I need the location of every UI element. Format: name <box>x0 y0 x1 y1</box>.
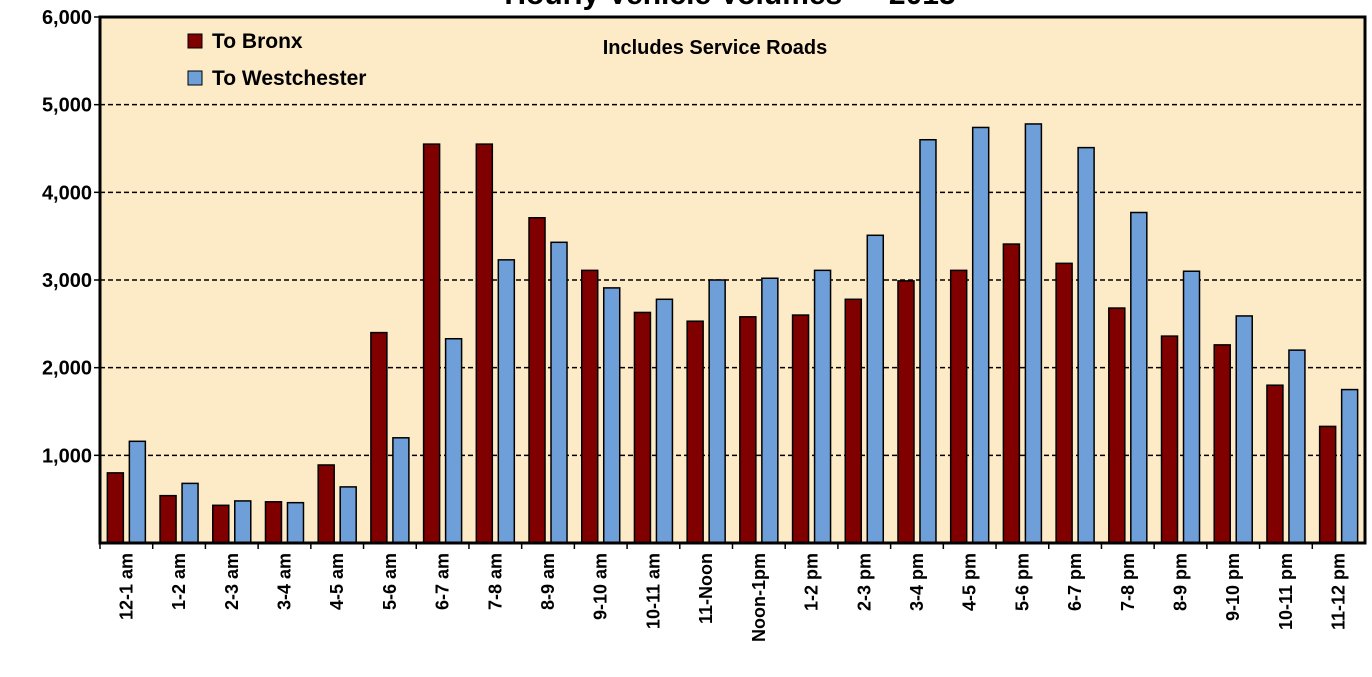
x-tick-label: Noon-1pm <box>749 553 769 642</box>
bar <box>708 279 726 544</box>
y-tick-label: 1,000 <box>42 445 92 467</box>
bar <box>422 143 441 544</box>
bar <box>1340 388 1359 544</box>
bar <box>128 440 147 544</box>
bar <box>497 259 516 544</box>
bar <box>1108 307 1126 544</box>
legend-label: To Bronx <box>212 30 303 53</box>
x-tick-label: 3-4 pm <box>907 553 927 611</box>
legend-label: To Westchester <box>212 67 366 90</box>
y-tick-label: 5,000 <box>42 95 92 117</box>
bar <box>761 277 779 544</box>
chart-title: Hourly Vehicle Volumes — 2015 <box>504 0 955 11</box>
bar <box>1130 211 1148 544</box>
bar <box>897 280 915 544</box>
x-tick-label: 1-2 am <box>169 553 189 610</box>
x-tick-label: 4-5 am <box>327 553 347 610</box>
bar <box>212 504 230 544</box>
y-tick-label: 6,000 <box>42 7 92 29</box>
bar <box>1160 335 1179 544</box>
bar <box>1266 384 1284 544</box>
bar <box>339 486 357 544</box>
x-tick-label: 3-4 am <box>274 553 294 610</box>
x-tick-label: 10-11 am <box>643 553 663 629</box>
x-tick-label: 5-6 am <box>380 553 400 610</box>
bar <box>550 241 568 544</box>
bar <box>1055 262 1073 544</box>
bar <box>949 269 968 544</box>
bar <box>444 337 463 544</box>
bar <box>286 501 305 544</box>
y-tick-label: 3,000 <box>42 270 92 292</box>
bar <box>602 287 621 544</box>
y-tick-label: 4,000 <box>42 182 92 204</box>
bar <box>317 464 335 544</box>
bar <box>813 269 832 544</box>
bar <box>106 472 125 544</box>
bar <box>1213 344 1231 544</box>
bar <box>1077 146 1095 544</box>
x-tick-label: 10-11 pm <box>1276 553 1296 630</box>
x-tick-label: 8-9 am <box>538 553 558 610</box>
x-tick-label: 4-5 pm <box>960 553 980 611</box>
x-tick-label: 9-10 am <box>591 553 611 620</box>
bar <box>919 138 937 544</box>
plot-border <box>98 15 1367 545</box>
x-tick-label: 7-8 pm <box>1118 553 1138 611</box>
x-tick-label: 6-7 am <box>433 553 453 610</box>
bar <box>1318 425 1337 544</box>
bar <box>791 314 810 544</box>
x-tick-label: 11-12 pm <box>1329 553 1349 630</box>
bar <box>1002 243 1021 544</box>
x-tick-label: 5-6 pm <box>1012 553 1032 611</box>
bar <box>264 501 283 544</box>
x-tick-label: 12-1 am <box>116 553 136 620</box>
bar <box>370 331 388 544</box>
bar <box>1235 315 1253 544</box>
bar <box>739 316 757 544</box>
bar <box>528 217 546 544</box>
bar <box>866 234 885 544</box>
x-tick-label: 1-2 pm <box>802 553 822 611</box>
x-tick-label: 11-Noon <box>696 553 716 624</box>
bar <box>181 482 199 544</box>
y-tick-label: 2,000 <box>42 358 92 380</box>
bar <box>1024 123 1043 544</box>
bar <box>971 126 990 544</box>
bar <box>159 494 177 544</box>
x-tick-label: 2-3 pm <box>854 553 874 611</box>
bar <box>580 269 599 544</box>
legend-swatch <box>187 33 203 49</box>
x-tick-label: 7-8 am <box>485 553 505 610</box>
bar <box>475 143 494 544</box>
bar <box>1288 349 1306 544</box>
bar <box>234 500 252 544</box>
x-tick-label: 8-9 pm <box>1171 553 1191 611</box>
bar <box>392 437 410 544</box>
bar <box>633 311 652 544</box>
legend-swatch <box>187 70 203 86</box>
bar <box>1182 270 1201 544</box>
annotation: Includes Service Roads <box>603 37 828 59</box>
bar <box>686 320 704 544</box>
x-tick-label: 2-3 am <box>222 553 242 610</box>
bar <box>655 298 674 544</box>
x-tick-label: 6-7 pm <box>1065 553 1085 611</box>
x-tick-label: 9-10 pm <box>1223 553 1243 621</box>
bar <box>844 298 863 544</box>
